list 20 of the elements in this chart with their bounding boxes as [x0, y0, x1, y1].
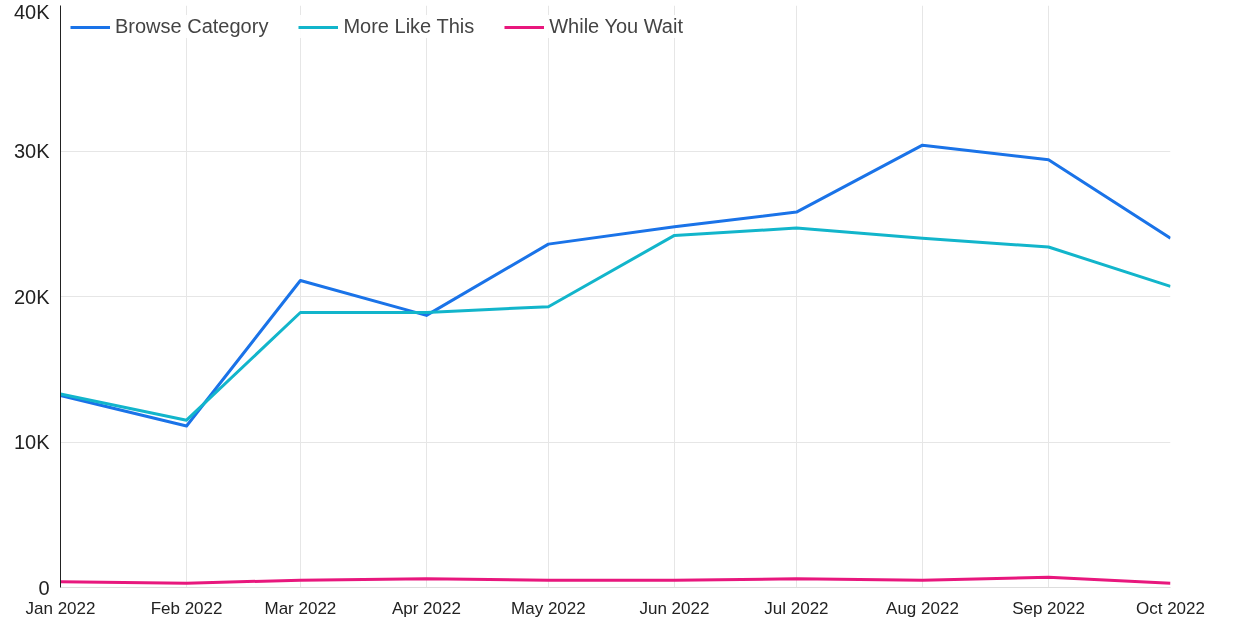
line-series	[60, 143, 1171, 428]
y-tick-label: 10K	[13, 431, 51, 453]
x-tick-label: May 2022	[511, 598, 586, 618]
y-tick-label: 40K	[13, 0, 51, 23]
x-tick-label: Sep 2022	[1012, 598, 1085, 618]
y-tick-label: 30K	[13, 140, 51, 162]
line-series	[60, 226, 1171, 422]
legend-label: While You Wait	[549, 15, 683, 38]
x-tick-label: Apr 2022	[391, 598, 461, 618]
x-tick-label: Oct 2022	[1136, 598, 1206, 618]
x-tick-label: Jan 2022	[25, 598, 96, 618]
x-tick-label: Jul 2022	[764, 598, 829, 618]
x-tick-label: Mar 2022	[264, 598, 337, 618]
x-tick-label: Aug 2022	[886, 598, 959, 618]
x-tick-label: Feb 2022	[150, 598, 223, 618]
y-tick-label: 0	[38, 576, 50, 599]
legend-label: More Like This	[343, 15, 475, 38]
y-tick-label: 20K	[13, 285, 51, 308]
legend-label: Browse Category	[115, 15, 269, 38]
x-tick-label: Jun 2022	[639, 598, 710, 618]
